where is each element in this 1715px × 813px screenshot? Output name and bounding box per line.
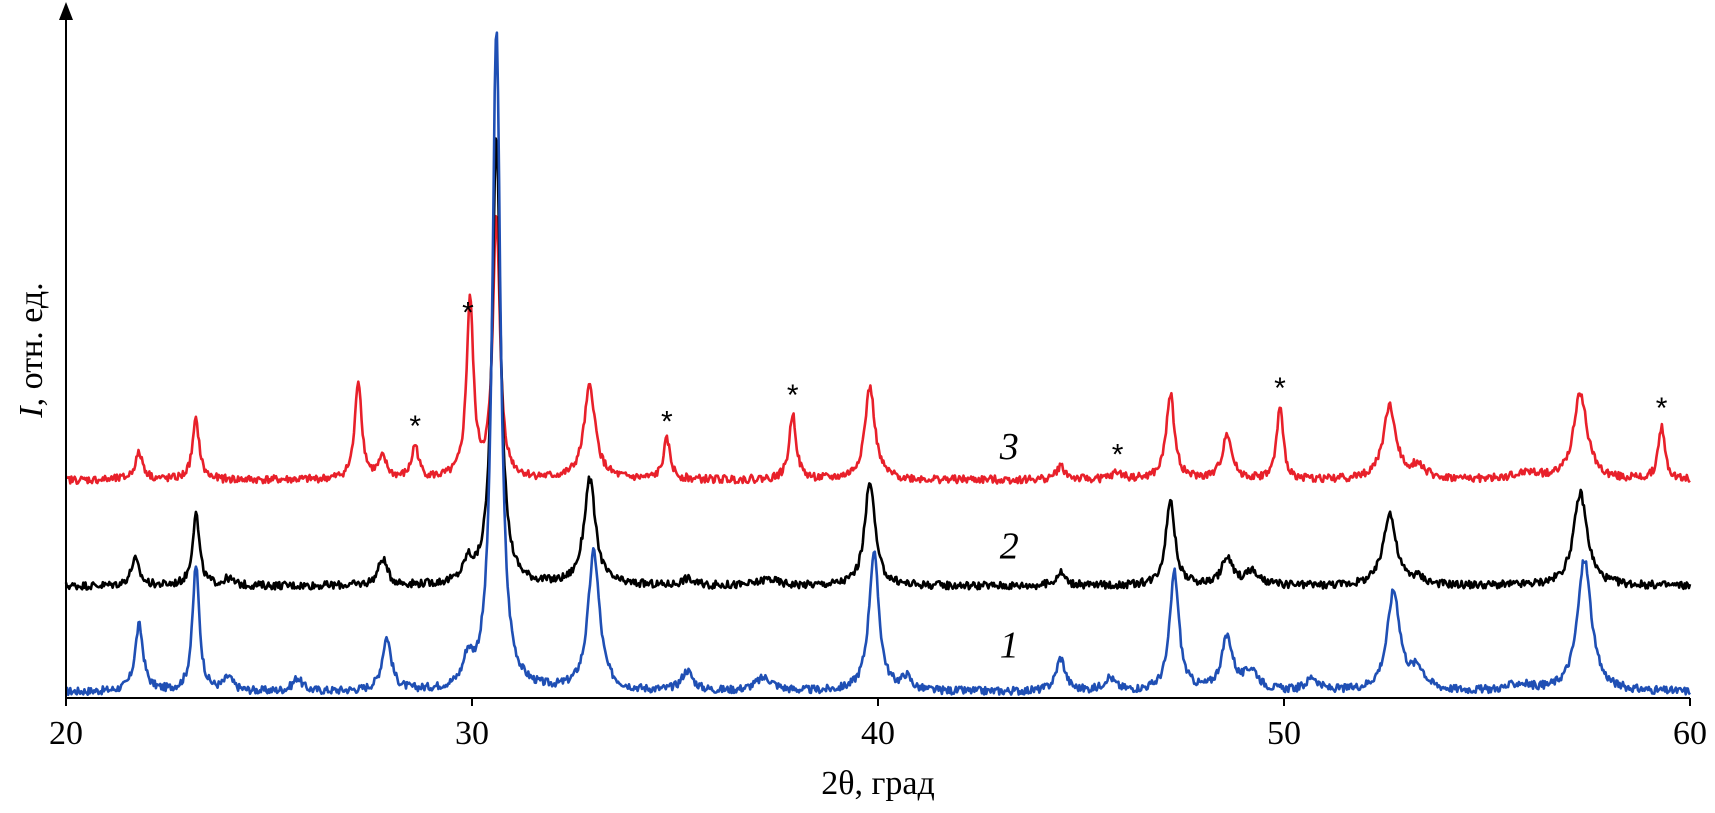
curves-group (64, 31, 1692, 697)
asterisk-annotation: * (409, 410, 421, 443)
x-tick-label: 60 (1673, 715, 1707, 752)
y-axis-title: I, отн. ед. (13, 282, 50, 418)
x-axis-title: 2θ, град (821, 765, 935, 802)
asterisk-annotations: * * * * * * * (409, 296, 1667, 471)
x-tick-label: 50 (1267, 715, 1301, 752)
asterisk-annotation: * (661, 405, 673, 438)
asterisk-annotation: * (787, 379, 799, 412)
y-axis-arrow-icon (59, 2, 73, 20)
asterisk-annotation: * (1112, 438, 1124, 471)
y-axis-title-unit: , отн. ед. (13, 282, 50, 406)
curve-label-1: 1 (1000, 625, 1019, 667)
asterisk-annotation: * (462, 296, 474, 329)
curve-labels: 1 2 3 (999, 426, 1019, 667)
asterisk-annotation: * (1656, 392, 1668, 425)
x-ticks: 20 30 40 50 60 (49, 698, 1707, 752)
y-axis-title-symbol: I (13, 405, 50, 419)
series-2-line (64, 137, 1692, 591)
asterisk-annotation: * (1274, 372, 1286, 405)
curve-label-2: 2 (1000, 525, 1019, 567)
series-1-line (65, 31, 1692, 697)
curve-label-3: 3 (999, 426, 1019, 468)
series-3-line (65, 214, 1691, 486)
x-tick-label: 40 (861, 715, 895, 752)
x-tick-label: 20 (49, 715, 83, 752)
x-tick-label: 30 (455, 715, 489, 752)
